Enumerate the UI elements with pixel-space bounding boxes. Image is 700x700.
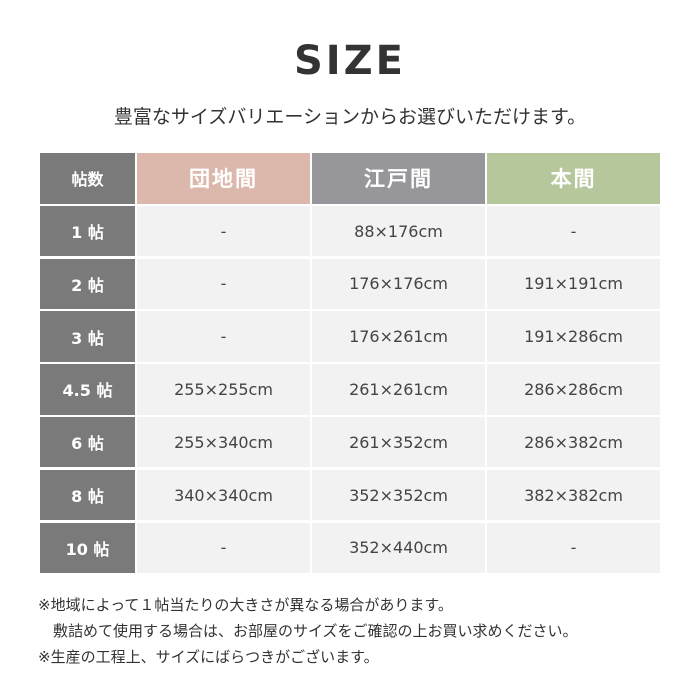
table-cell: 176×176cm	[312, 258, 485, 310]
table-cell: 382×382cm	[487, 469, 660, 521]
table-cell: -	[137, 311, 310, 362]
table-cell: 88×176cm	[312, 205, 485, 257]
row-header: 4.5 帖	[40, 364, 135, 415]
row-header: 6 帖	[40, 416, 135, 468]
row-header: 3 帖	[40, 311, 135, 362]
row-header: 1 帖	[40, 205, 135, 257]
table-cell: 261×261cm	[312, 364, 485, 415]
table-cell: -	[137, 258, 310, 310]
row-header: 2 帖	[40, 258, 135, 310]
row-header: 10 帖	[40, 522, 135, 574]
note: 敷詰めて使用する場合は、お部屋のサイズをご確認の上お買い求めください。	[38, 622, 578, 640]
note: ※生産の工程上、サイズにばらつきがございます。	[38, 648, 379, 666]
table-cell: 261×352cm	[312, 416, 485, 468]
note: ※地域によって１帖当たりの大きさが異なる場合があります。	[38, 596, 453, 614]
table-cell: -	[137, 522, 310, 574]
table-cell: 255×255cm	[137, 364, 310, 415]
table-cell: 340×340cm	[137, 469, 310, 521]
notes: ※地域によって１帖当たりの大きさが異なる場合があります。 敷詰めて使用する場合は…	[38, 592, 578, 670]
table-cell: 286×382cm	[487, 416, 660, 468]
table-cell: 176×261cm	[312, 311, 485, 362]
header-danchima: 団地間	[137, 153, 310, 204]
page-title: SIZE	[293, 38, 407, 84]
header-honma: 本間	[487, 153, 660, 204]
header-edoma: 江戸間	[312, 153, 485, 204]
table-cell: -	[487, 205, 660, 257]
size-table: 帖数 団地間 江戸間 本間 1 帖 -88×176cm -2 帖 -176×176cm…	[40, 153, 660, 574]
row-header: 8 帖	[40, 469, 135, 521]
table-cell: -	[487, 522, 660, 574]
table-cell: 352×440cm	[312, 522, 485, 574]
table-cell: 352×352cm	[312, 469, 485, 521]
table-cell: 191×286cm	[487, 311, 660, 362]
table-cell: 286×286cm	[487, 364, 660, 415]
header-tatami-count: 帖数	[40, 153, 135, 204]
table-cell: 255×340cm	[137, 416, 310, 468]
subtitle: 豊富なサイズバリエーションからお選びいただけます。	[113, 106, 587, 128]
table-cell: 191×191cm	[487, 258, 660, 310]
table-cell: -	[137, 205, 310, 257]
